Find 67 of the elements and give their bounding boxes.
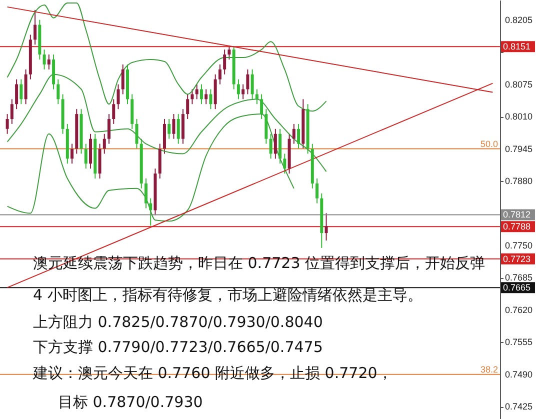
candlestick — [112, 98, 116, 124]
y-tick-label: 0.7750 — [505, 240, 533, 250]
line-series — [6, 74, 327, 172]
candlestick — [250, 68, 254, 100]
candlestick — [172, 114, 176, 140]
candlestick — [121, 64, 124, 95]
ref-line-label: 0.7723 — [503, 254, 531, 264]
y-tick-label: 0.8010 — [505, 112, 533, 122]
candlestick — [204, 88, 208, 105]
y-tick-label: 0.7945 — [505, 144, 533, 154]
candlestick — [218, 64, 222, 85]
ref-line-label: 0.8151 — [503, 42, 531, 52]
candlestick — [15, 78, 18, 110]
ref-line-label: 0.7812 — [503, 210, 531, 220]
candlestick — [297, 123, 300, 150]
candlestick — [186, 94, 190, 120]
candlestick — [42, 49, 46, 70]
candlestick — [316, 178, 319, 204]
candlestick — [6, 114, 9, 134]
y-tick-label: 0.7490 — [505, 369, 533, 380]
candlestick — [255, 88, 258, 105]
candlestick — [47, 54, 50, 70]
annotation: 4 小时图上，指标有待修复，市场上避险情绪依然是主导。 — [33, 286, 422, 304]
candlestick — [195, 84, 198, 100]
candlestick — [149, 198, 152, 226]
candlestick — [200, 84, 203, 105]
candlestick — [20, 78, 23, 105]
y-tick-label: 0.7620 — [505, 304, 533, 315]
candlestick — [246, 68, 250, 95]
annotation: 下方支撑 0.7790/0.7723/0.7665/0.7475 — [33, 338, 323, 356]
candlestick — [108, 114, 111, 144]
candlestick — [242, 84, 245, 100]
candlestick — [269, 133, 272, 160]
y-tick-label: 0.7555 — [505, 337, 533, 348]
ref-line-label: 0.7665 — [503, 282, 531, 293]
ref-line-label: 0.7788 — [503, 222, 531, 232]
y-tick-label: 0.7685 — [505, 272, 533, 283]
candlestick — [34, 9, 37, 46]
candlestick — [116, 84, 120, 110]
candlestick — [209, 88, 212, 110]
candlestick — [228, 46, 231, 60]
candlestick — [283, 153, 286, 174]
candlestick — [70, 143, 74, 164]
y-tick-label: 0.7880 — [505, 176, 533, 186]
candlestick — [135, 118, 138, 150]
candlestick — [84, 143, 88, 170]
candlestick — [168, 118, 171, 140]
candlestick — [292, 123, 296, 144]
candlestick — [236, 78, 240, 100]
candlestick — [56, 78, 60, 105]
annotation: 38.2 — [480, 364, 498, 374]
candlestick — [324, 212, 328, 241]
candlestick — [274, 128, 277, 160]
annotation: 上方阻力 0.7825/0.7870/0.7930/0.8040 — [33, 313, 323, 331]
candlestick — [176, 114, 180, 144]
y-tick-label: 0.8205 — [505, 14, 533, 25]
candlestick — [102, 133, 106, 154]
candlestick — [10, 98, 14, 124]
annotation: 50.0 — [480, 138, 498, 149]
candlestick — [190, 88, 194, 105]
candlestick — [144, 178, 148, 209]
annotation: 目标 0.7870/0.7930 — [58, 393, 203, 411]
line-series — [6, 2, 327, 112]
candlestick — [223, 49, 226, 75]
y-tick-label: 0.8075 — [505, 79, 533, 90]
y-tick-label: 0.7425 — [505, 402, 533, 412]
candlestick — [260, 94, 264, 120]
